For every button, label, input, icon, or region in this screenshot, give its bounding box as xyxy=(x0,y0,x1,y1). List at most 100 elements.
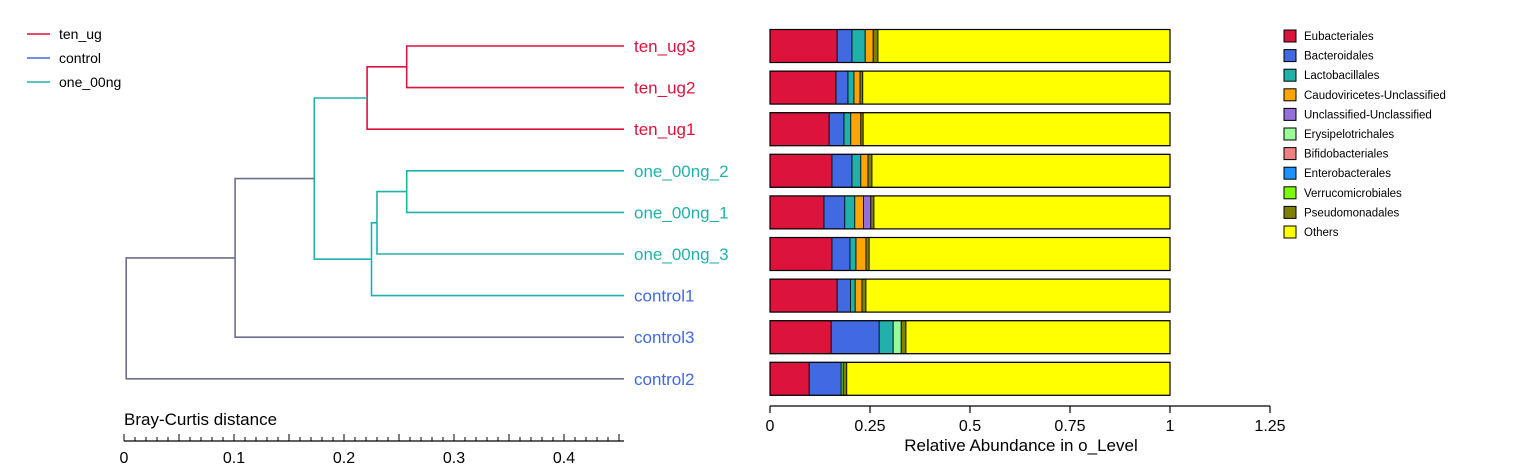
bar-segment xyxy=(769,195,825,230)
dendrogram-branch xyxy=(313,97,372,260)
leaf-label: ten_ug1 xyxy=(634,120,695,139)
legend-label: Enterobacterales xyxy=(1304,168,1391,180)
bar-segment xyxy=(808,361,842,396)
bar-outline xyxy=(769,195,1171,230)
dendrogram-tick-label: 0.4 xyxy=(553,450,575,467)
bar-outline xyxy=(769,112,1171,147)
legend-label: Verrucomicrobiales xyxy=(1304,188,1402,200)
dendrogram-axis: Bray-Curtis distance 0 0.1 0.2 0.3 0.4 xyxy=(120,410,624,467)
legend-label: Bifidobacteriales xyxy=(1304,149,1389,161)
bar-legend: Eubacteriales Bacteroidales Lactobacillale… xyxy=(1283,29,1446,239)
leaf-label: control1 xyxy=(634,287,694,306)
bar-segment xyxy=(851,29,866,63)
bar-tick-label: 1.25 xyxy=(1254,418,1285,435)
bar-outline xyxy=(769,28,1171,64)
bar-segment xyxy=(843,112,852,147)
bar-segment xyxy=(846,361,1171,396)
bar-segment xyxy=(861,278,867,313)
bar-outline xyxy=(769,361,1171,396)
legend-swatch xyxy=(1283,88,1297,102)
leaf-label: ten_ug3 xyxy=(634,37,695,56)
bar-outline xyxy=(769,236,1171,272)
bar-tick-label: 0 xyxy=(766,418,775,435)
legend-label: Lactobacillales xyxy=(1304,70,1380,82)
legend-swatch xyxy=(1283,49,1297,63)
bar-segment xyxy=(892,320,902,355)
bar-tick-label: 0.25 xyxy=(854,418,885,435)
stacked-bars xyxy=(769,28,1171,396)
legend-swatch xyxy=(1283,186,1297,200)
legend-swatch xyxy=(1283,68,1297,82)
dendrogram-branch xyxy=(125,257,624,380)
bar-segment xyxy=(865,278,1171,313)
legend-label: Erysipelotrichales xyxy=(1304,129,1394,141)
dendrogram-tick-label: 0.2 xyxy=(333,450,355,467)
bar-segment xyxy=(831,153,853,188)
leaf-label: control2 xyxy=(634,370,694,389)
dendrogram-branch xyxy=(366,66,624,130)
dendrogram-branch xyxy=(405,170,624,214)
dendrogram-tick-label: 0.1 xyxy=(223,450,245,467)
bar-segment xyxy=(823,195,846,230)
bar-segment xyxy=(854,195,864,230)
bar-segment xyxy=(830,320,880,355)
bar-segment xyxy=(862,70,1171,105)
bar-tick-label: 1 xyxy=(1166,418,1175,435)
bar-segment xyxy=(828,112,845,147)
bar-x-axis: Relative Abundance in o_Level 0 0.25 0.5 0.… xyxy=(766,405,1286,455)
bar-segment xyxy=(769,320,832,355)
bar-segment xyxy=(836,29,853,63)
legend-swatch xyxy=(1283,205,1297,219)
bar-segment xyxy=(831,237,851,271)
legend-label: ten_ug xyxy=(59,26,102,42)
bar-segment xyxy=(853,70,861,105)
bar-segment xyxy=(860,153,869,188)
bar-segment xyxy=(847,70,855,105)
bar-segment xyxy=(842,361,848,396)
dendrogram-branch xyxy=(376,190,624,255)
legend-swatch xyxy=(1283,147,1297,161)
bar-segment xyxy=(868,237,1171,271)
bar-segment xyxy=(865,237,870,271)
bar-outline xyxy=(769,70,1171,105)
bar-segment xyxy=(851,153,862,188)
bar-segment xyxy=(769,29,838,63)
bar-segment xyxy=(863,195,872,230)
dendrogram-axis-title: Bray-Curtis distance xyxy=(124,410,277,429)
bar-segment xyxy=(872,29,879,63)
legend-label: Unclassified-Unclassified xyxy=(1304,109,1432,121)
dendrogram-tick-label: 0.3 xyxy=(443,450,465,467)
bar-segment xyxy=(769,153,833,188)
bar-segment xyxy=(859,70,864,105)
legend-swatch xyxy=(1283,225,1297,239)
dendrogram-branch xyxy=(370,222,624,297)
legend-swatch xyxy=(1283,166,1297,180)
bar-segment xyxy=(854,278,863,313)
bar-segment xyxy=(862,112,1171,147)
dendrogram xyxy=(125,45,624,380)
bar-segment xyxy=(867,153,873,188)
bar-outline xyxy=(769,278,1171,313)
bar-segment xyxy=(905,320,1171,355)
bar-segment xyxy=(835,70,849,105)
legend-label: Others xyxy=(1304,227,1339,239)
bar-segment xyxy=(877,29,1171,63)
bar-segment xyxy=(873,195,1171,230)
legend-label: Eubacteriales xyxy=(1304,31,1374,43)
bar-segment xyxy=(878,320,894,355)
legend-swatch xyxy=(1283,127,1297,141)
bar-tick-label: 0.5 xyxy=(959,418,981,435)
legend-swatch xyxy=(1283,29,1297,43)
legend-label: Pseudomonadales xyxy=(1304,207,1400,219)
legend-label: Bacteroidales xyxy=(1304,51,1374,63)
legend-label: one_00ng xyxy=(59,74,121,90)
legend-label: control xyxy=(59,50,101,66)
legend-label: Caudoviricetes-Unclassified xyxy=(1304,90,1446,102)
bar-segment xyxy=(769,237,833,271)
leaf-label: ten_ug2 xyxy=(634,79,695,98)
bar-segment xyxy=(769,112,830,147)
bar-segment xyxy=(769,361,810,396)
bar-segment xyxy=(850,278,856,313)
